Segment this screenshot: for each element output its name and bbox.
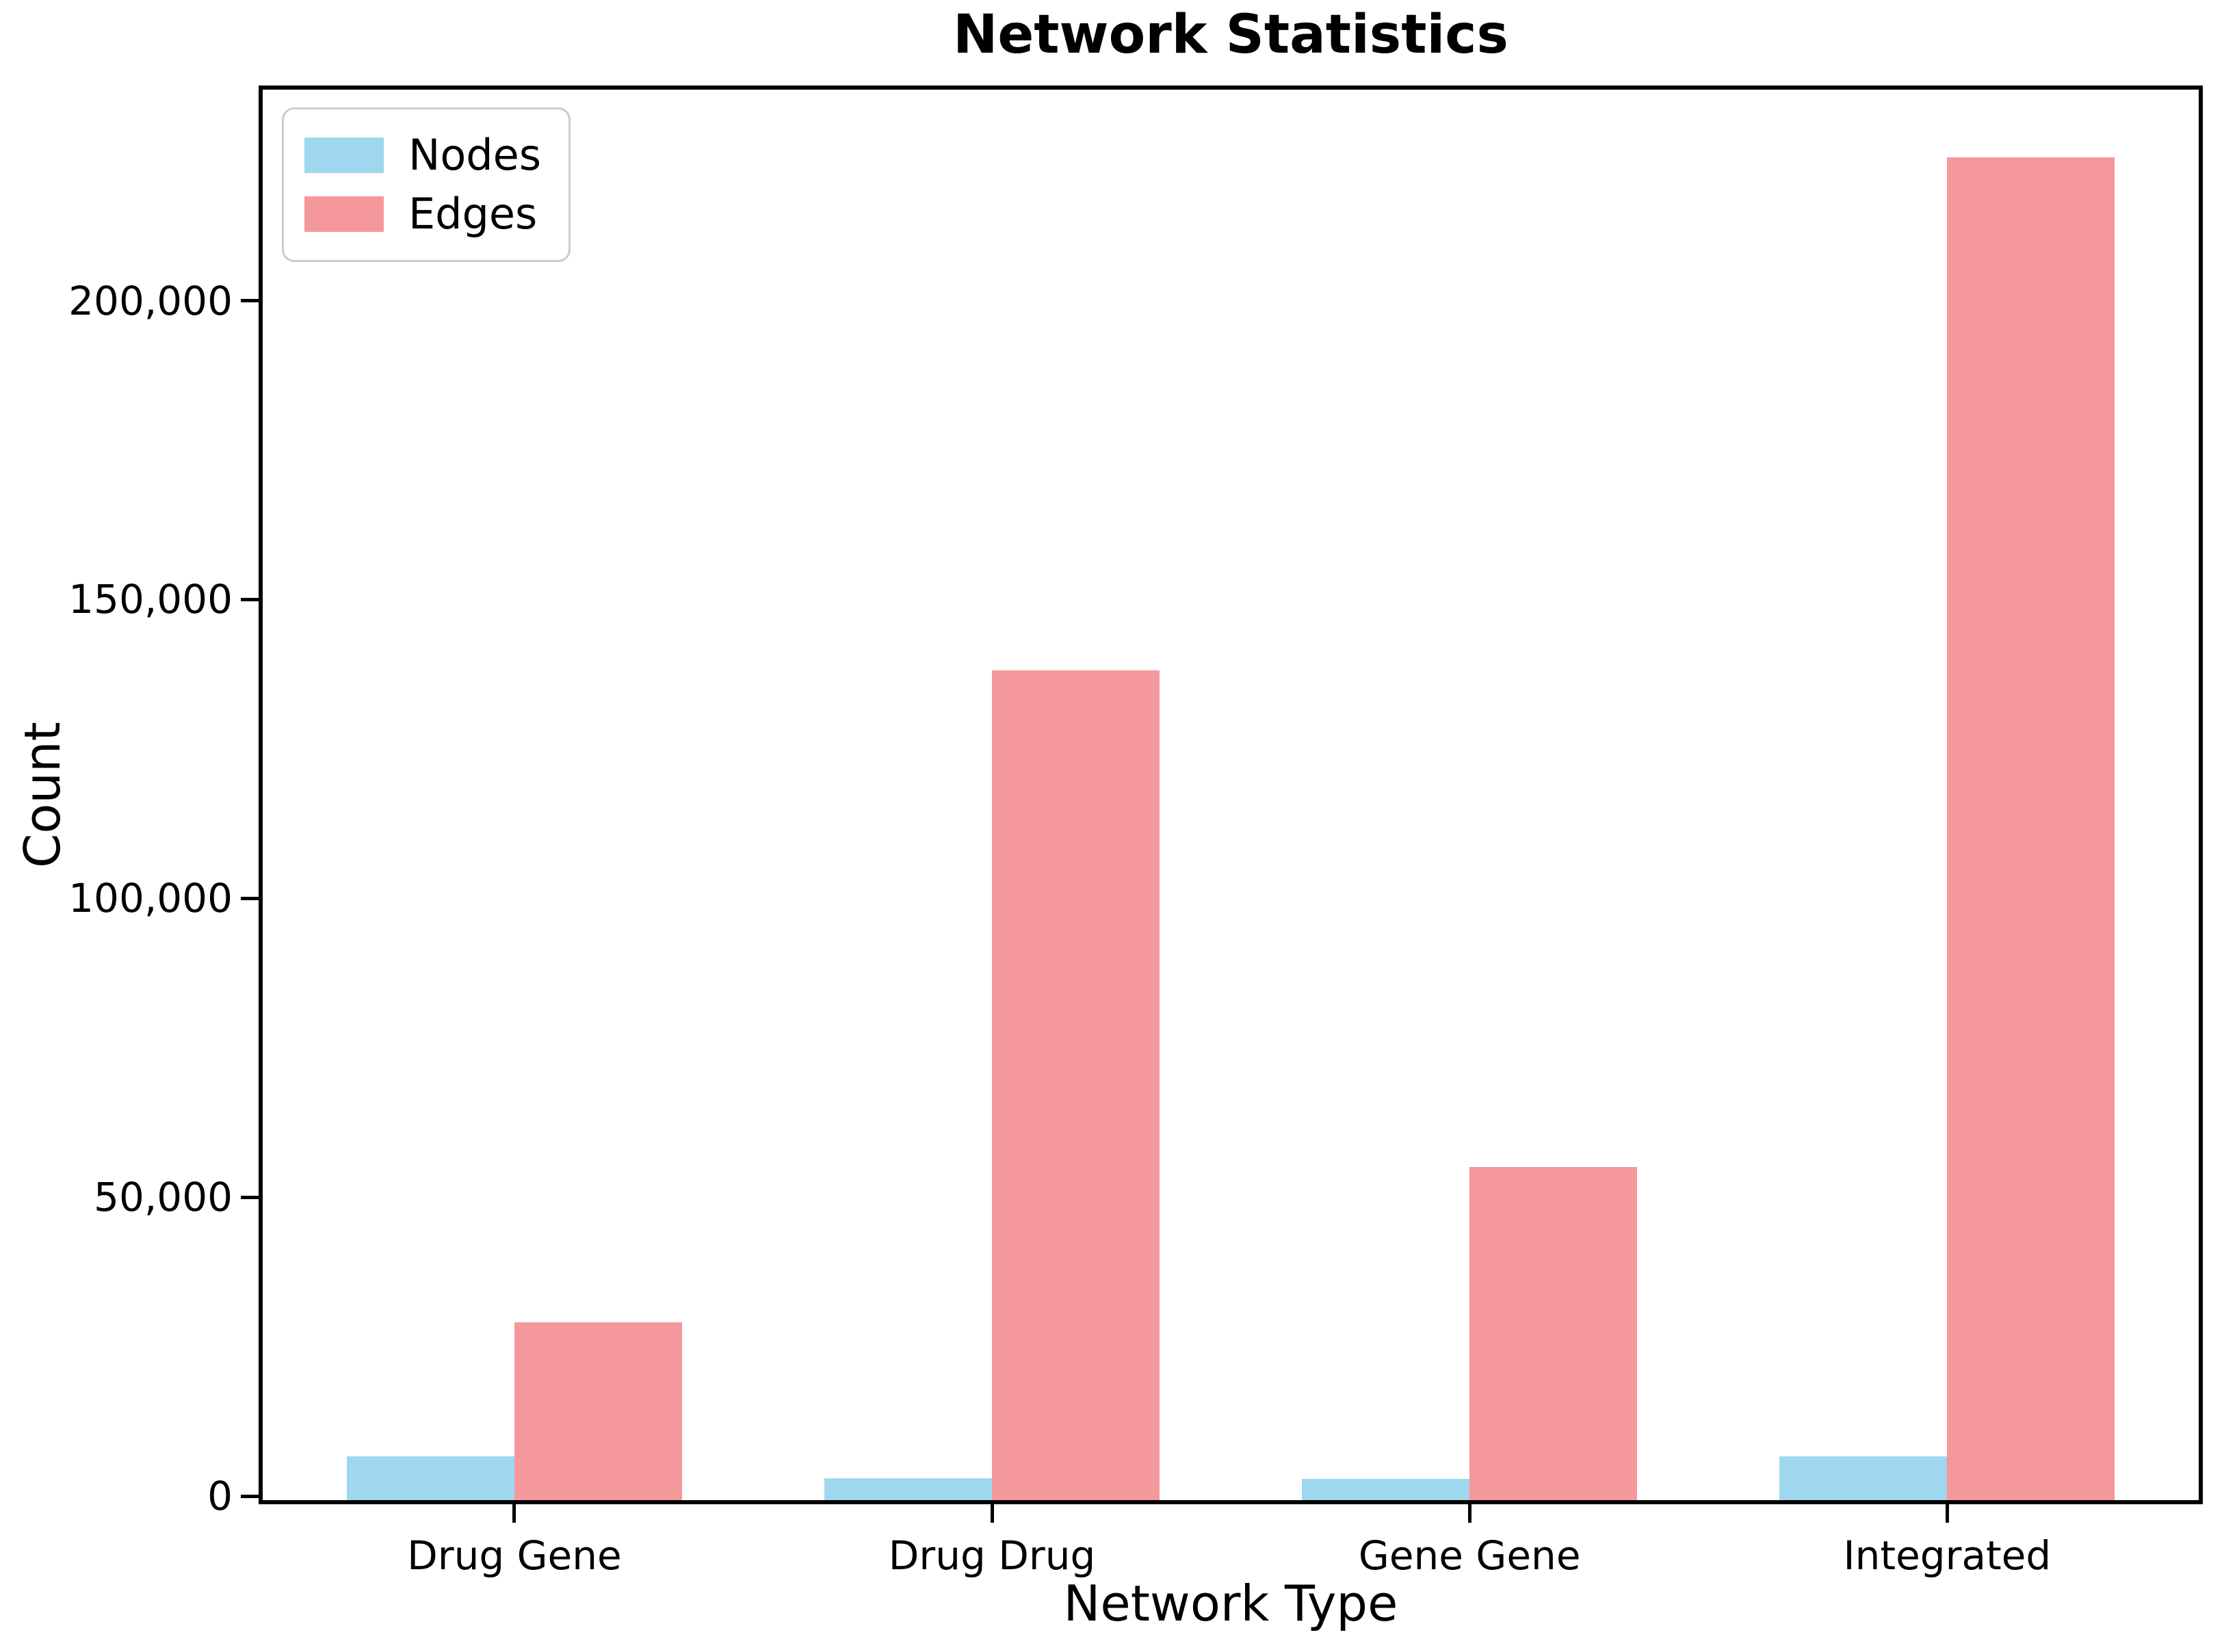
bar-edges-drug-gene	[514, 1322, 682, 1500]
x-tick-mark-gene-gene	[1467, 1504, 1471, 1523]
y-tick-label-100000: 100,000	[68, 875, 233, 922]
x-tick-label-gene-gene: Gene Gene	[1358, 1532, 1581, 1579]
legend-label-edges: Edges	[408, 189, 538, 239]
x-tick-mark-drug-gene	[512, 1504, 516, 1523]
x-tick-label-integrated: Integrated	[1843, 1532, 2052, 1579]
x-tick-label-drug-gene: Drug Gene	[407, 1532, 622, 1579]
x-tick-mark-drug-drug	[990, 1504, 994, 1523]
legend-item-edges: Edges	[304, 185, 541, 244]
bar-nodes-integrated	[1779, 1456, 1948, 1500]
plot-area: Nodes Edges	[259, 86, 2203, 1504]
edges-swatch-icon	[304, 196, 384, 232]
x-tick-label-drug-drug: Drug Drug	[888, 1532, 1096, 1579]
legend: Nodes Edges	[282, 107, 571, 262]
x-axis-label: Network Type	[1063, 1575, 1398, 1632]
bar-edges-drug-drug	[992, 670, 1160, 1500]
y-tick-label-200000: 200,000	[68, 277, 233, 324]
y-tick-label-150000: 150,000	[68, 576, 233, 623]
bar-nodes-drug-gene	[346, 1456, 514, 1500]
chart-title: Network Statistics	[953, 4, 1508, 66]
legend-label-nodes: Nodes	[408, 130, 542, 180]
y-tick-mark-0	[241, 1494, 259, 1498]
y-tick-mark-100000	[241, 896, 259, 900]
bar-nodes-gene-gene	[1302, 1478, 1470, 1500]
bar-nodes-drug-drug	[824, 1478, 993, 1500]
bar-edges-gene-gene	[1469, 1167, 1638, 1500]
y-tick-mark-50000	[241, 1195, 259, 1199]
nodes-swatch-icon	[304, 137, 384, 173]
bar-edges-integrated	[1947, 157, 2115, 1500]
y-tick-mark-200000	[241, 299, 259, 303]
y-tick-mark-150000	[241, 597, 259, 601]
legend-item-nodes: Nodes	[304, 126, 541, 185]
x-tick-mark-integrated	[1945, 1504, 1949, 1523]
y-axis-label: Count	[14, 722, 71, 868]
y-tick-label-0: 0	[207, 1473, 233, 1519]
y-tick-label-50000: 50,000	[94, 1174, 233, 1221]
